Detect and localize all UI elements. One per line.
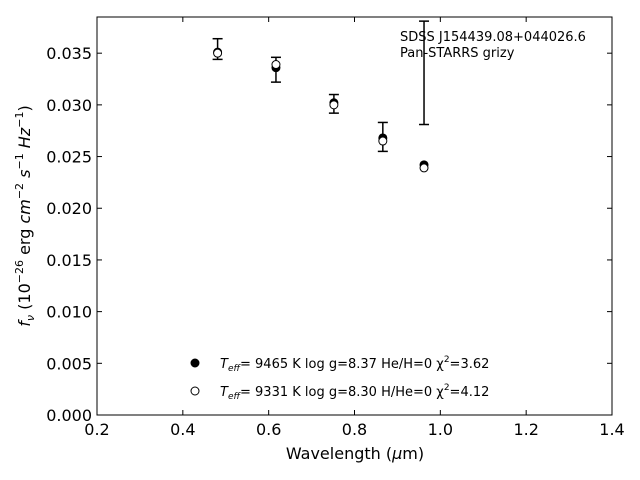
x-tick-label: 1.2 [513,420,538,439]
y-tick-label: 0.010 [46,303,92,322]
legend-marker-filled [190,358,200,368]
error-bars [212,20,430,153]
x-tick-label: 0.8 [342,420,367,439]
data-points [213,47,429,173]
y-tick-label: 0.015 [46,251,92,270]
axis-ticks: 0.2 0.4 0.6 0.8 1.0 1.2 1.4 0.000 0.005 0.010 0.01… [46,17,625,439]
model-point-open [213,48,223,58]
x-tick-label: 0.4 [170,420,195,439]
legend-label: Teff= 9465 K log g=8.37 He/H=0 χ2=3.62 [220,355,489,374]
x-tick-label: 1.4 [599,420,624,439]
y-axis-label: fν (10−26 erg cm−2 s−1 Hz−1) [13,105,37,326]
y-tick-label: 0.000 [46,406,92,425]
x-tick-label: 1.0 [428,420,453,439]
annotation-object-name: SDSS J154439.08+044026.6 [400,30,586,45]
legend-label: Teff= 9331 K log g=8.30 H/He=0 χ2=4.12 [220,383,489,402]
x-tick-label: 0.6 [256,420,281,439]
y-tick-label: 0.020 [46,199,92,218]
model-point-open [271,60,281,70]
x-tick-label: 0.2 [84,420,109,439]
model-point-open [419,163,429,173]
plot-frame [96,16,613,416]
model-point-open [378,136,388,146]
legend-marker-open [190,386,200,396]
y-tick-label: 0.025 [46,148,92,167]
svg-text:fν (10−26 erg cm−2 s−1 Hz−1): fν (10−26 erg cm−2 s−1 Hz−1) [13,105,37,326]
model-point-open [329,100,339,110]
legend: Teff= 9465 K log g=8.37 He/H=0 χ2=3.62 Te… [190,355,489,402]
legend-entry: Teff= 9465 K log g=8.37 He/H=0 χ2=3.62 [190,355,489,374]
y-tick-label: 0.030 [46,96,92,115]
x-axis-label: Wavelength (μm) [286,444,424,463]
y-tick-label: 0.005 [46,354,92,373]
annotation-survey: Pan-STARRS grizy [400,46,515,61]
legend-entry: Teff= 9331 K log g=8.30 H/He=0 χ2=4.12 [190,383,489,402]
y-tick-label: 0.035 [46,44,92,63]
error-bar [419,20,430,126]
